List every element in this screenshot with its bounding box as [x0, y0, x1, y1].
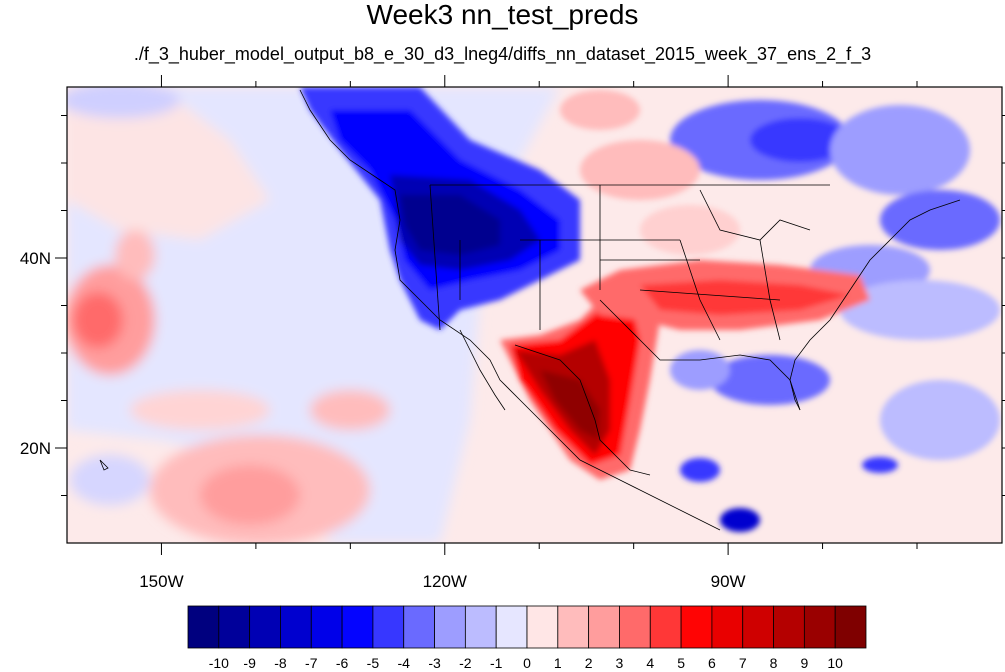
colorbar-swatch	[619, 605, 651, 649]
colorbar-swatch	[434, 605, 466, 649]
colorbar-swatch	[834, 605, 867, 649]
colorbar-swatch	[742, 605, 774, 649]
colorbar-label: 5	[677, 655, 685, 671]
colorbar-label: -1	[490, 655, 503, 671]
map-field	[67, 87, 1002, 543]
colorbar-label: 4	[646, 655, 654, 671]
lon-label: 150W	[139, 572, 183, 591]
colorbar-label: -10	[209, 655, 229, 671]
colorbar-label: 1	[554, 655, 562, 671]
colorbar-swatch	[588, 605, 620, 649]
plot-title: Week3 nn_test_preds	[366, 0, 639, 30]
lat-label: 20N	[20, 439, 51, 458]
colorbar-swatch	[403, 605, 435, 649]
colorbar-swatch	[649, 605, 682, 649]
colorbar-swatch	[310, 605, 343, 649]
colorbar-swatch	[187, 605, 220, 649]
coastlines	[99, 89, 961, 531]
colorbar-label: -5	[367, 655, 380, 671]
axis-labels: 40N 20N 150W 120W 90W	[20, 249, 746, 591]
colorbar-label: -6	[336, 655, 349, 671]
colorbar-swatch	[803, 605, 836, 649]
lat-label: 40N	[20, 249, 51, 268]
colorbar-swatch	[464, 605, 497, 649]
colorbar-label: 3	[616, 655, 624, 671]
colorbar-label: -8	[274, 655, 287, 671]
colorbar-swatch	[680, 605, 713, 649]
axis-ticks	[55, 75, 1005, 555]
colorbar-label: 2	[585, 655, 593, 671]
colorbar-label: -3	[428, 655, 441, 671]
colorbar-swatch	[557, 605, 590, 649]
colorbar-swatch	[711, 605, 744, 649]
colorbar-label: 6	[708, 655, 716, 671]
lon-label: 90W	[711, 572, 746, 591]
colorbar-label: 8	[770, 655, 778, 671]
colorbar-label: -9	[243, 655, 256, 671]
colorbar-label: 10	[827, 655, 843, 671]
colorbar-swatch	[526, 605, 559, 649]
colorbar-labels: -10 -9 -8 -7 -6 -5 -4 -3 -2 -1 0 1 2 3 4 5 6 7 8 9 10	[209, 655, 843, 671]
colorbar-label: -2	[459, 655, 472, 671]
colorbar-swatch	[372, 605, 405, 649]
colorbar-swatch	[280, 605, 312, 649]
colorbar-swatch	[249, 605, 281, 649]
colorbar-swatch	[341, 605, 374, 649]
colorbar-label: 9	[800, 655, 808, 671]
map-frame	[66, 86, 1003, 544]
colorbar-swatch	[495, 605, 528, 649]
lon-label: 120W	[423, 572, 467, 591]
colorbar-label: -7	[305, 655, 318, 671]
colorbar-swatch	[218, 605, 251, 649]
colorbar-label: 0	[523, 655, 531, 671]
colorbar-label: -4	[398, 655, 411, 671]
plot-subtitle: ./f_3_huber_model_output_b8_e_30_d3_lneg…	[133, 44, 872, 64]
colorbar-label: 7	[739, 655, 747, 671]
colorbar	[187, 605, 867, 649]
colorbar-swatch	[773, 605, 805, 649]
